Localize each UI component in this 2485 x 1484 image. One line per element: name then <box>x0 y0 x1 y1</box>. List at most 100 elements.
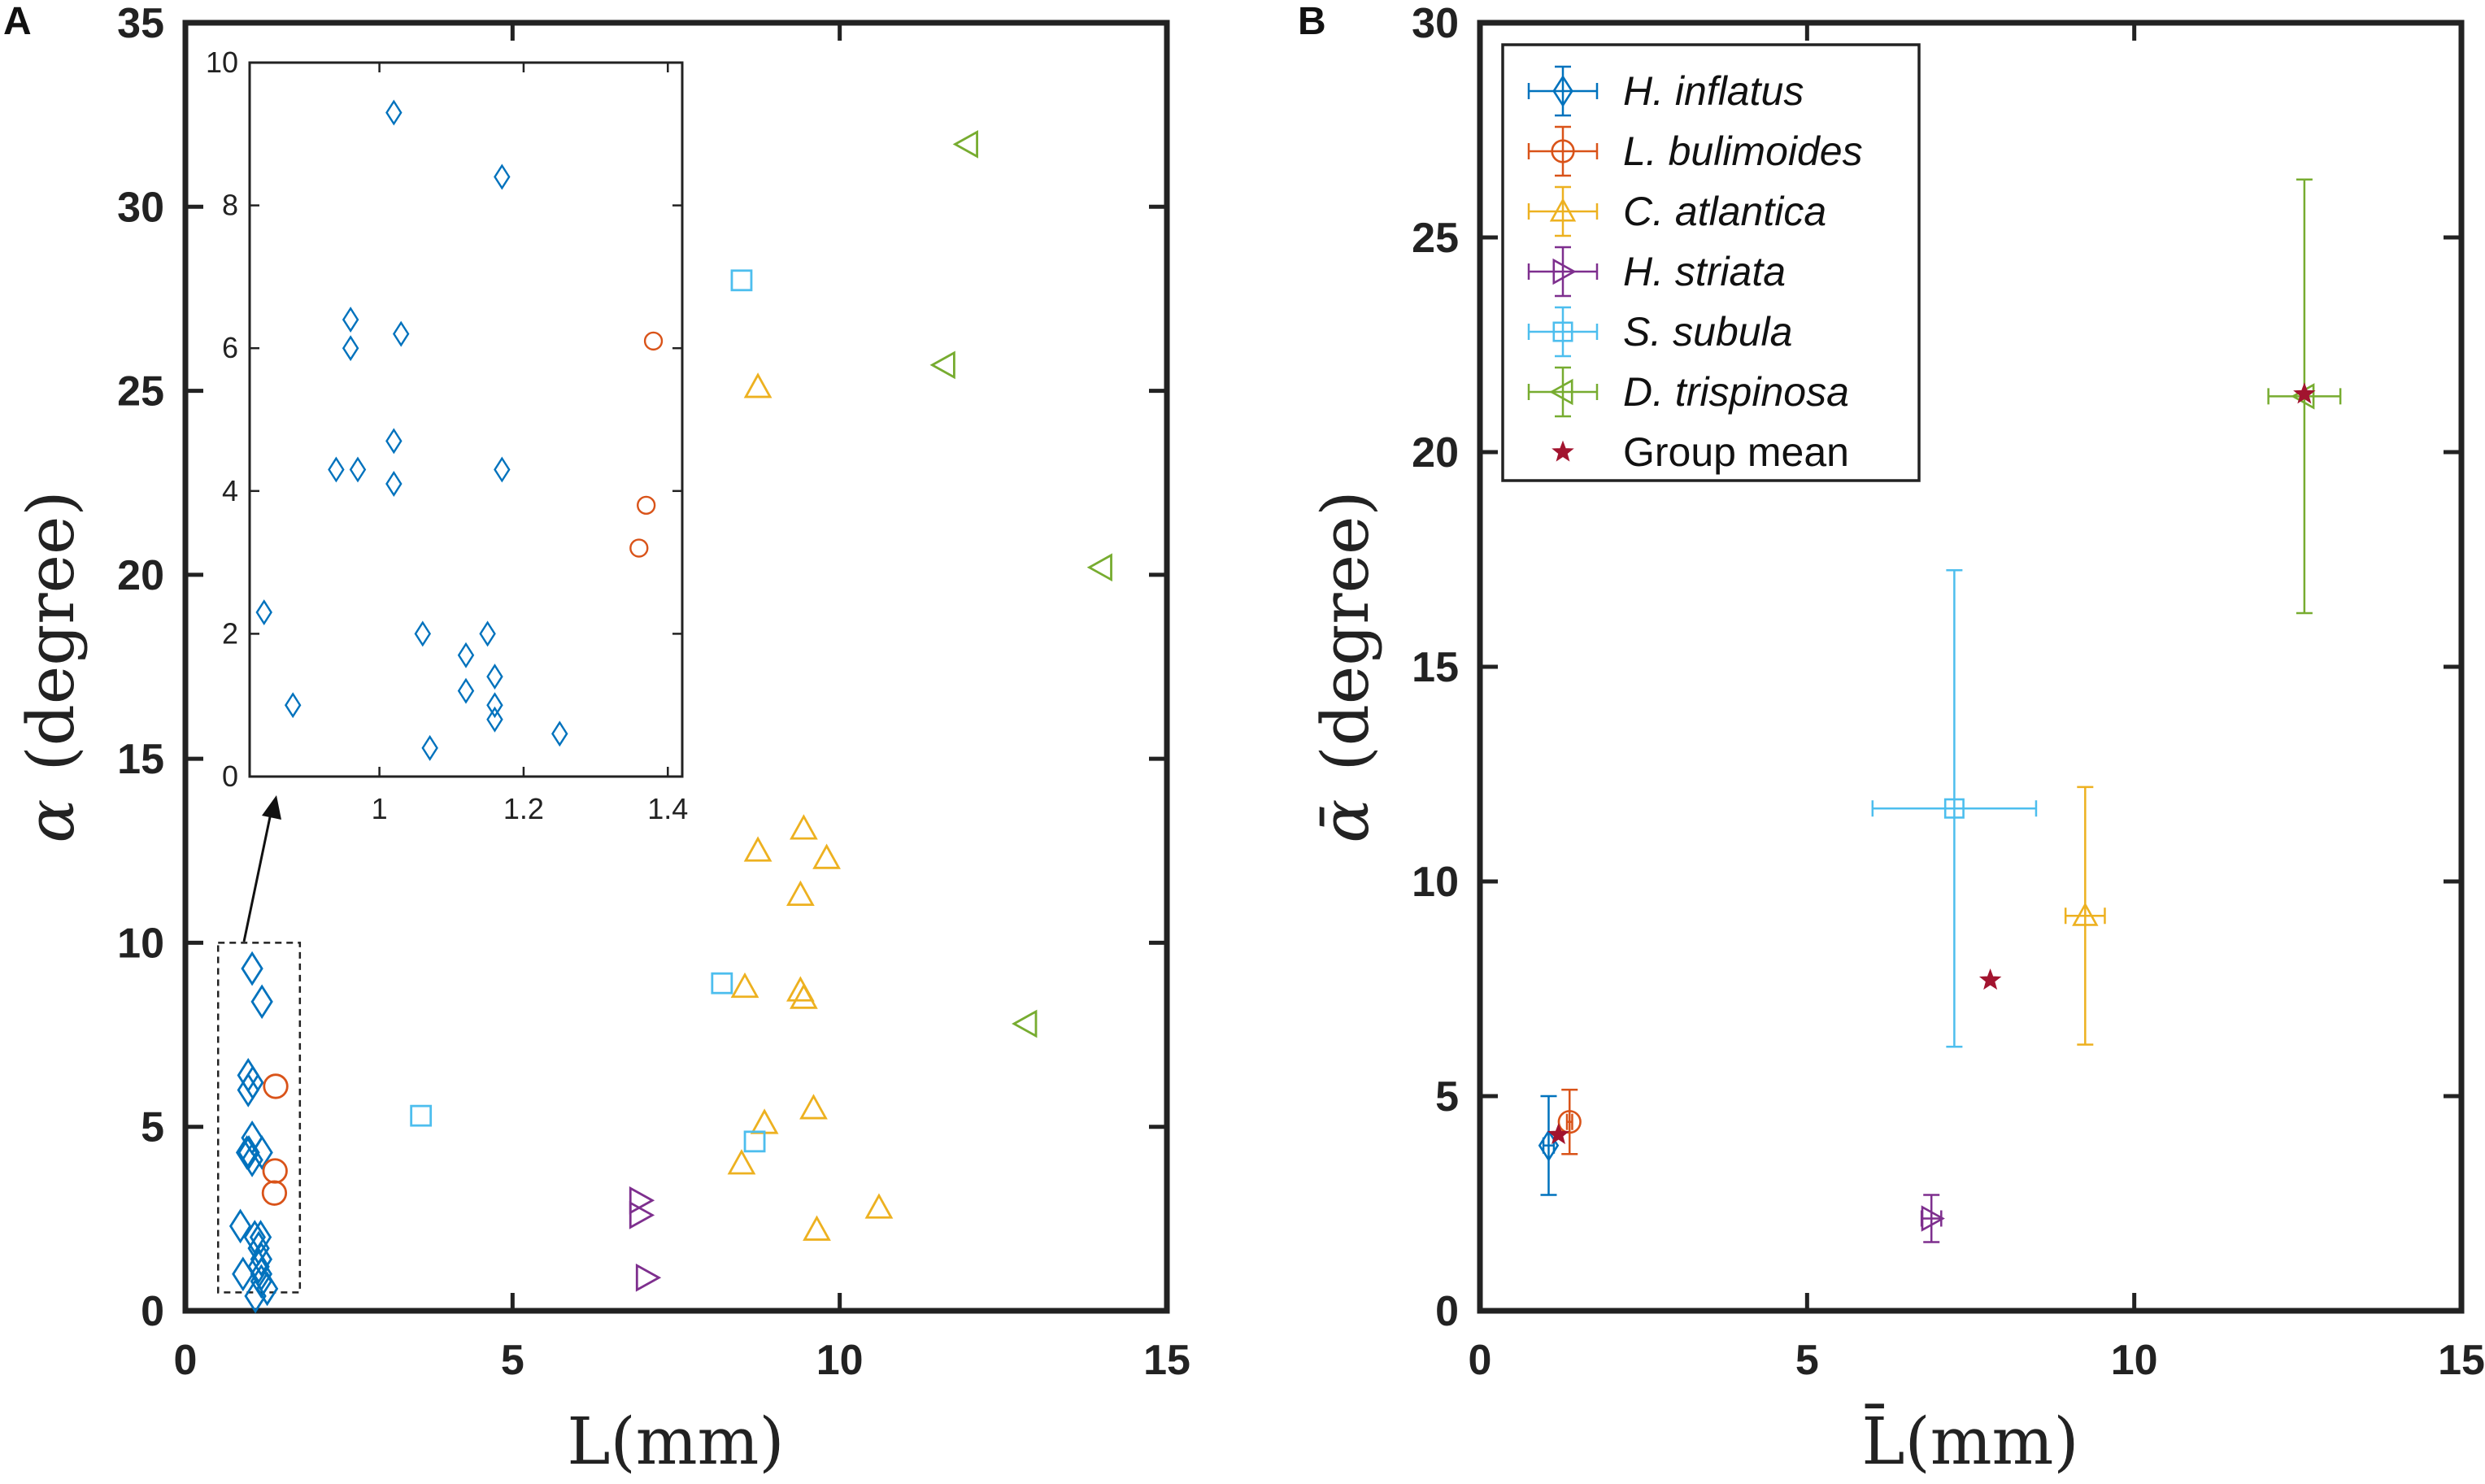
panel-b-y-tick-label: 5 <box>1435 1073 1459 1121</box>
inset-point-hinflatus <box>284 692 302 719</box>
panel-b-y-symbol: ᾱ <box>1308 799 1383 843</box>
inset-point-hinflatus <box>421 734 438 761</box>
legend-marker <box>1552 75 1573 107</box>
inset-point-hinflatus <box>486 706 503 733</box>
inset-point-hinflatus <box>342 335 359 362</box>
panel-a-point-catlantica <box>730 972 759 999</box>
svg-text:α (degree): α (degree) <box>13 490 89 842</box>
inset-point-hinflatus <box>414 620 432 647</box>
panel-a-point-hinflatus <box>250 1242 273 1277</box>
panel-a-point-lbulimoides <box>262 1158 288 1184</box>
panel-b-series-catlantica <box>2064 786 2106 1046</box>
inset-arrow-head <box>262 795 281 820</box>
panel-a-point-dtrispinosa <box>952 129 978 159</box>
panel-a-point-catlantica <box>743 372 772 398</box>
inset-region-box <box>216 942 302 1294</box>
panel-a-x-label: L(mm) <box>567 1403 784 1479</box>
inset-point-lbulimoides <box>637 495 656 516</box>
panel-b-x-tick-label: 5 <box>1795 1337 1819 1384</box>
legend-entry: D. trispinosa <box>1527 366 1849 418</box>
inset-y-tick-label: 4 <box>222 474 238 507</box>
legend-marker <box>1549 378 1573 406</box>
panel-b-point-hstriata <box>1921 1205 1945 1232</box>
panel-a-point-catlantica <box>790 814 818 840</box>
panel-a-point-hstriata <box>629 1200 655 1229</box>
panel-a-point-dtrispinosa <box>1086 553 1112 582</box>
inset-point-hinflatus <box>255 599 272 626</box>
inset-point-hinflatus <box>385 99 403 126</box>
panel-b-data-marks <box>1538 178 2342 1243</box>
panel-a-point-catlantica <box>812 843 841 869</box>
panel-a-y-tick-label: 15 <box>117 736 164 783</box>
panel-a-point-hstriata <box>629 1186 655 1215</box>
legend-box <box>1501 43 1921 482</box>
panel-a-point-hinflatus <box>250 984 273 1020</box>
panel-a-point-catlantica <box>803 1215 831 1241</box>
inset-plot-area <box>248 61 684 778</box>
panel-a-point-catlantica <box>799 1094 828 1120</box>
legend-label: C. atlantica <box>1623 189 1826 234</box>
panel-b-series-hstriata <box>1920 1194 1945 1243</box>
group-mean-star <box>2293 382 2316 404</box>
inset-point-hinflatus <box>486 664 503 690</box>
panel-a-point-ssubula <box>410 1104 433 1127</box>
panel-a-x-tick-label: 0 <box>174 1337 198 1384</box>
legend-entry: H. striata <box>1527 246 1786 298</box>
panel-a-point-hstriata <box>635 1263 662 1292</box>
panel-a-point-hinflatus <box>228 1208 252 1244</box>
panel-b-x-tick-label: 0 <box>1469 1337 1492 1384</box>
panel-a-point-catlantica <box>727 1149 756 1175</box>
panel-b-y-tick-label: 25 <box>1412 215 1459 262</box>
inset-point-hinflatus <box>479 620 496 647</box>
legend-label: Group mean <box>1623 429 1849 475</box>
svg-text:ᾱ (degree): ᾱ (degree) <box>1308 490 1383 842</box>
inset-point-hinflatus <box>385 471 403 497</box>
panel-a-x-tick-label: 15 <box>1143 1337 1190 1384</box>
panel-a-y-tick-label: 0 <box>141 1288 164 1335</box>
panel-a-x-tick-label: 10 <box>816 1337 864 1384</box>
inset-arrow-line <box>242 812 272 942</box>
panel-a-point-hinflatus <box>241 951 263 986</box>
panel-b-axes: 0 5 10 15 0 5 10 15 20 25 30 <box>1412 0 2485 1384</box>
legend-entry: C. atlantica <box>1527 185 1826 237</box>
panel-a-point-catlantica <box>743 836 772 862</box>
panel-a-data-marks <box>228 129 1112 1314</box>
panel-a-point-lbulimoides <box>261 1180 288 1206</box>
inset-point-hinflatus <box>385 428 403 455</box>
panel-b-x-tick-label: 10 <box>2111 1337 2158 1384</box>
inset-x-tick-label: 1.2 <box>503 792 544 825</box>
group-mean-star <box>1978 968 2002 990</box>
panel-b-label: B <box>1298 0 1326 43</box>
inset-point-hinflatus <box>342 307 359 333</box>
panel-a-point-hinflatus <box>232 1256 255 1292</box>
panel-b-series-hinflatus <box>1538 1095 1560 1196</box>
panel-a-y-label: α (degree) <box>13 490 89 842</box>
panel-b-point-lbulimoides <box>1557 1110 1582 1134</box>
panel-b-y-tick-label: 15 <box>1412 644 1459 691</box>
panel-a-point-ssubula <box>711 972 733 994</box>
inset-y-tick-label: 10 <box>206 46 238 79</box>
inset-point-hinflatus <box>494 163 511 190</box>
panel-a-y-unit: (degree) <box>13 490 89 771</box>
panel-a-plot-area <box>182 20 1170 1314</box>
panel-b-series-ssubula <box>1871 568 2038 1048</box>
inset-point-hinflatus <box>551 720 568 747</box>
panel-a-label: A <box>3 0 32 43</box>
inset-point-hinflatus <box>392 320 410 347</box>
panel-a-inset-region <box>216 795 302 1294</box>
panel-a-y-tick-label: 5 <box>141 1104 164 1151</box>
legend-label: H. striata <box>1623 249 1786 294</box>
inset-y-tick-label: 6 <box>222 331 238 364</box>
inset-point-hinflatus <box>486 692 503 719</box>
panel-a-point-lbulimoides <box>263 1073 289 1099</box>
panel-a-point-hinflatus <box>244 1278 267 1314</box>
panel-a-point-ssubula <box>743 1130 766 1153</box>
panel-a-point-catlantica <box>864 1193 894 1219</box>
panel-b-x-label: L̄(mm) <box>1861 1403 2078 1479</box>
inset-y-tick-label: 0 <box>222 759 238 793</box>
inset-x-tick-label: 1 <box>372 792 388 825</box>
panel-a-point-ssubula <box>730 269 753 292</box>
panel-a-point-catlantica <box>790 983 818 1009</box>
panel-a-x-tick-label: 5 <box>501 1337 524 1384</box>
